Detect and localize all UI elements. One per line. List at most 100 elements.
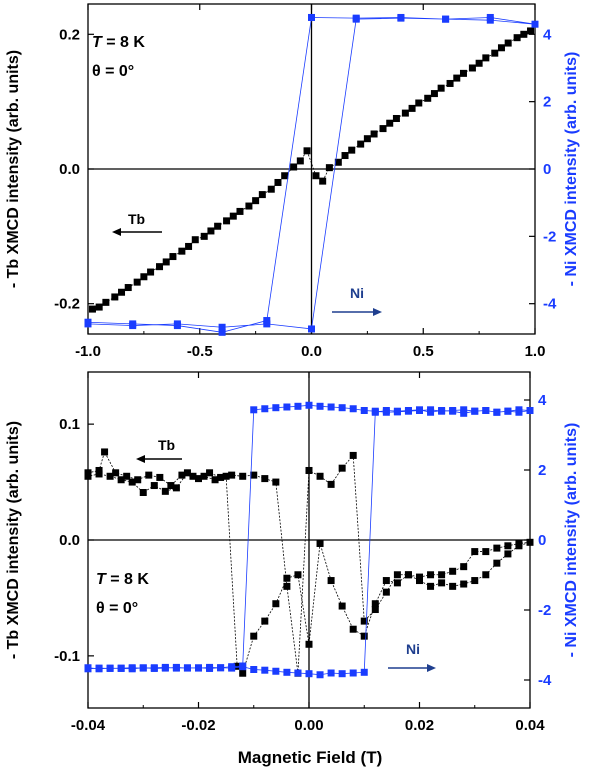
data-point-ni	[438, 407, 446, 415]
data-point-ni	[217, 664, 225, 672]
data-point-tb	[386, 119, 394, 127]
series-line-tb	[87, 450, 531, 675]
data-point-tb	[172, 484, 180, 492]
data-point-tb	[349, 451, 357, 459]
y-right-tick-label: -4	[543, 296, 557, 313]
data-point-tb	[236, 207, 244, 215]
data-point-tb	[118, 288, 126, 296]
data-point-tb	[207, 227, 215, 235]
data-point-ni	[261, 405, 269, 413]
data-point-ni	[327, 669, 335, 677]
y-right-tick-label: 4	[543, 26, 552, 43]
data-point-ni	[360, 668, 368, 676]
data-point-ni	[272, 404, 280, 412]
data-point-tb	[430, 90, 438, 98]
data-point-ni	[482, 407, 490, 414]
data-point-ni	[308, 325, 315, 333]
data-point-tb	[338, 602, 346, 610]
y-right-axis-label: - Ni XMCD intensity (arb. units)	[563, 423, 580, 658]
data-point-tb	[305, 640, 313, 648]
data-point-tb	[189, 472, 197, 480]
data-point-ni	[404, 407, 412, 415]
data-point-tb	[482, 571, 490, 579]
data-point-tb	[123, 472, 131, 480]
data-point-tb	[128, 478, 136, 486]
x-tick-label: -0.02	[181, 717, 215, 734]
data-point-ni	[531, 20, 539, 28]
data-point-tb	[471, 548, 479, 556]
data-point-ni	[493, 408, 501, 416]
data-point-tb	[382, 577, 390, 585]
data-point-tb	[261, 617, 269, 625]
data-point-tb	[325, 164, 333, 172]
data-point-ni	[128, 664, 136, 672]
data-point-tb	[290, 163, 298, 171]
data-point-tb	[393, 571, 401, 579]
data-point-tb	[513, 34, 521, 42]
data-point-tb	[305, 466, 313, 474]
tb-series-label: Tb	[158, 437, 175, 453]
angle-annotation: θ = 0°	[96, 600, 138, 617]
data-point-tb	[327, 577, 335, 585]
data-point-tb	[520, 30, 528, 38]
data-point-tb	[446, 79, 454, 87]
data-point-tb	[245, 202, 253, 210]
data-point-tb	[117, 476, 125, 484]
data-point-ni	[305, 401, 313, 409]
ni-series-label: Ni	[350, 285, 364, 301]
data-point-tb	[453, 74, 461, 82]
data-point-tb	[468, 64, 476, 72]
data-point-tb	[156, 473, 164, 481]
data-point-ni	[172, 664, 180, 672]
data-point-tb	[493, 544, 501, 552]
data-point-ni	[316, 671, 324, 679]
data-point-tb	[424, 94, 432, 102]
data-point-tb	[491, 49, 499, 57]
data-point-tb	[161, 487, 169, 495]
data-point-tb	[415, 99, 423, 107]
data-point-tb	[303, 147, 311, 155]
data-point-ni	[305, 670, 313, 678]
data-point-tb	[261, 475, 269, 483]
data-point-tb	[449, 567, 457, 575]
data-point-tb	[140, 273, 148, 281]
data-point-ni	[371, 407, 379, 415]
data-point-tb	[112, 469, 120, 477]
data-point-tb	[147, 268, 155, 276]
data-point-tb	[191, 236, 199, 244]
top-panel: -1.0 -0.5 0.0 0.5 1.0 -0.2 0.0 0.2 -4 -2 0 2 4 - Tb X…	[5, 3, 580, 360]
temperature-symbol: T	[96, 571, 107, 588]
data-point-tb	[95, 303, 103, 311]
data-point-tb	[178, 471, 186, 479]
data-point-tb	[124, 284, 132, 292]
data-point-tb	[296, 157, 304, 165]
data-point-tb	[504, 39, 512, 47]
tb-arrow-head	[112, 228, 121, 236]
data-point-tb	[437, 84, 445, 92]
data-point-ni	[250, 406, 258, 414]
data-point-tb	[382, 588, 390, 596]
data-point-tb	[84, 472, 92, 480]
y-left-tick-label: 0.1	[59, 416, 80, 433]
data-point-tb	[167, 482, 175, 490]
data-point-tb	[258, 191, 266, 199]
data-point-tb	[229, 212, 237, 220]
data-point-tb	[200, 232, 208, 240]
data-point-tb	[214, 222, 222, 230]
data-point-ni	[250, 666, 258, 673]
data-point-tb	[401, 109, 409, 117]
data-point-tb	[183, 469, 191, 477]
data-point-ni	[349, 405, 357, 413]
data-point-tb	[349, 625, 357, 633]
data-point-tb	[338, 464, 346, 472]
angle-annotation: θ = 0°	[92, 63, 134, 80]
y-left-tick-label: -0.2	[54, 296, 80, 313]
data-point-ni	[308, 13, 315, 21]
data-point-ni	[117, 664, 125, 672]
data-point-tb	[371, 606, 379, 614]
data-point-tb	[459, 69, 467, 77]
data-point-ni	[206, 663, 214, 671]
y-left-tick-label: -0.1	[54, 648, 80, 665]
data-point-ni	[161, 663, 169, 671]
data-point-tb	[139, 488, 147, 496]
